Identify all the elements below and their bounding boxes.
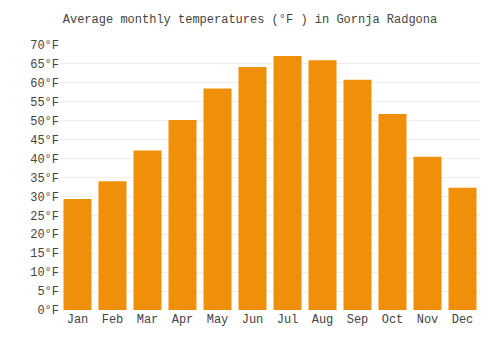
svg-text:Feb: Feb <box>102 313 124 327</box>
svg-text:65°F: 65°F <box>30 58 59 72</box>
svg-text:Jun: Jun <box>242 313 264 327</box>
svg-text:55°F: 55°F <box>30 96 59 110</box>
svg-text:Apr: Apr <box>172 313 194 327</box>
svg-text:10°F: 10°F <box>30 266 59 280</box>
svg-text:25°F: 25°F <box>30 210 59 224</box>
svg-text:60°F: 60°F <box>30 77 59 91</box>
svg-text:Mar: Mar <box>137 313 159 327</box>
svg-text:Jul: Jul <box>277 313 299 327</box>
svg-text:50°F: 50°F <box>30 115 59 129</box>
svg-text:35°F: 35°F <box>30 172 59 186</box>
svg-text:Sep: Sep <box>347 313 369 327</box>
svg-text:5°F: 5°F <box>37 285 59 299</box>
svg-text:May: May <box>207 313 229 327</box>
svg-text:45°F: 45°F <box>30 134 59 148</box>
svg-text:Jan: Jan <box>67 313 89 327</box>
svg-text:Oct: Oct <box>382 313 404 327</box>
svg-text:0°F: 0°F <box>37 304 59 318</box>
svg-text:40°F: 40°F <box>30 153 59 167</box>
svg-text:Average monthly temperatures (: Average monthly temperatures (°F ) in Go… <box>63 13 437 27</box>
svg-text:30°F: 30°F <box>30 191 59 205</box>
svg-text:15°F: 15°F <box>30 247 59 261</box>
svg-text:Dec: Dec <box>452 313 474 327</box>
svg-text:Nov: Nov <box>417 313 439 327</box>
svg-text:20°F: 20°F <box>30 228 59 242</box>
svg-text:70°F: 70°F <box>30 39 59 53</box>
svg-text:Aug: Aug <box>312 313 334 327</box>
